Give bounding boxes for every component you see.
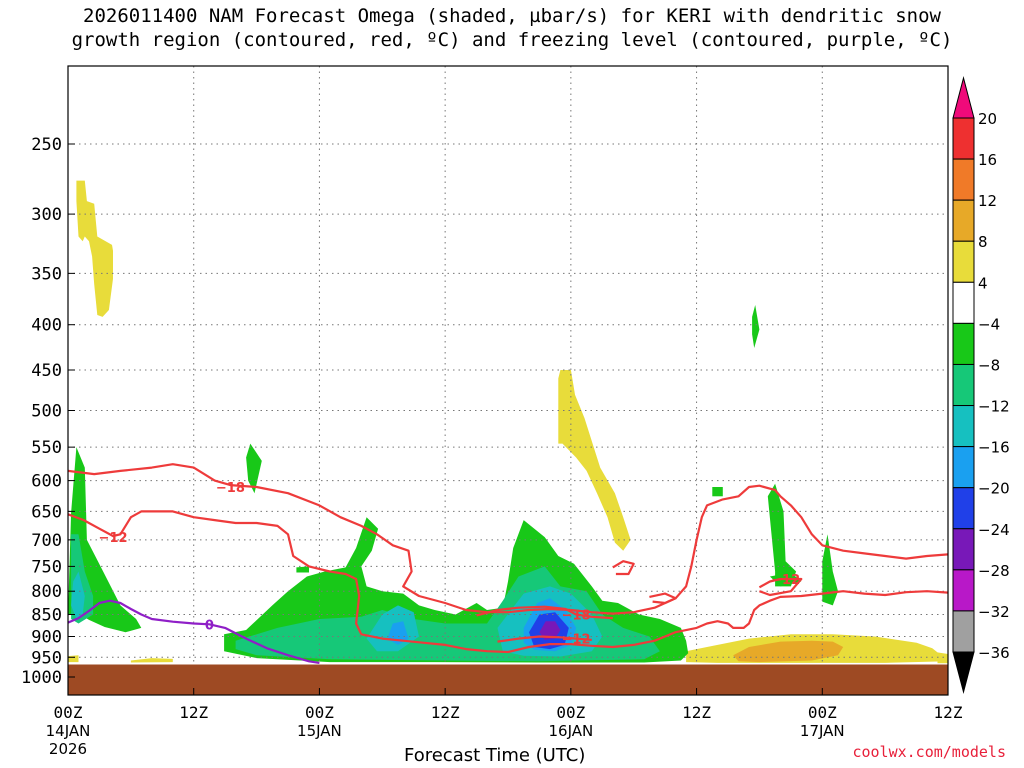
chart-title: 2026011400 NAM Forecast Omega (shaded, µ… bbox=[0, 4, 1024, 52]
omega-region-6 bbox=[937, 658, 948, 664]
x-tick-label: 12Z bbox=[431, 703, 460, 722]
colorbar-label: 16 bbox=[978, 151, 997, 169]
colorbar-box bbox=[952, 528, 975, 571]
colorbar-label: −4 bbox=[978, 315, 1000, 333]
omega-region-23 bbox=[296, 566, 309, 573]
y-tick-label: 250 bbox=[31, 135, 62, 155]
y-tick-label: 400 bbox=[31, 316, 62, 336]
isotherm-contour-label: −18 bbox=[562, 609, 591, 624]
colorbar-label: −24 bbox=[978, 521, 1010, 539]
ground-surface bbox=[68, 664, 948, 695]
x-tick-date: 16JAN bbox=[548, 722, 593, 740]
isotherm-contour-3 bbox=[497, 635, 592, 643]
colorbar-box bbox=[952, 610, 975, 653]
freezing-level-contour-label: 0 bbox=[205, 618, 214, 633]
isotherm-contour-4 bbox=[758, 577, 803, 597]
x-tick-date: 15JAN bbox=[297, 722, 342, 740]
x-tick-label: 12Z bbox=[934, 703, 963, 722]
colorbar: 20 16 12 8 4 −4 −8 −12 −16 −20 −24 −28 −32 −36 bbox=[952, 76, 1010, 694]
y-tick-label: 300 bbox=[31, 205, 62, 225]
omega-region-4 bbox=[130, 658, 173, 663]
isotherm-contour-0 bbox=[68, 463, 948, 615]
omega-region-22 bbox=[712, 487, 723, 497]
y-tick-label: 850 bbox=[31, 606, 62, 626]
colorbar-label: 12 bbox=[978, 192, 997, 210]
axis-layer: 2503003504004505005506006507007508008509… bbox=[21, 135, 963, 758]
y-tick-label: 1000 bbox=[21, 668, 62, 688]
contour-layer: −18 −12 −18 −12 −12 0 bbox=[68, 463, 948, 664]
y-tick-label: 900 bbox=[31, 627, 62, 647]
colorbar-box bbox=[952, 240, 975, 283]
x-tick-date: 17JAN bbox=[800, 722, 845, 740]
x-tick-year: 2026 bbox=[49, 740, 87, 758]
y-tick-label: 950 bbox=[31, 648, 62, 668]
isotherm-contour-2 bbox=[476, 605, 613, 620]
isotherm-contour-1 bbox=[68, 510, 948, 654]
colorbar-box bbox=[952, 158, 975, 201]
y-tick-label: 450 bbox=[31, 361, 62, 381]
isotherm-contour-label: −12 bbox=[771, 573, 800, 588]
omega-region-17 bbox=[539, 621, 561, 640]
colorbar-label: −12 bbox=[978, 398, 1010, 416]
x-tick-label: 00Z bbox=[556, 703, 585, 722]
omega-region-1 bbox=[558, 370, 631, 551]
colorbar-box bbox=[952, 281, 975, 324]
colorbar-box bbox=[952, 446, 975, 489]
x-tick-label: 12Z bbox=[179, 703, 208, 722]
y-tick-label: 550 bbox=[31, 438, 62, 458]
chart-title-line-2: growth region (contoured, red, ºC) and f… bbox=[71, 29, 953, 51]
colorbar-label: −16 bbox=[978, 439, 1010, 457]
isotherm-contour-label: −18 bbox=[216, 481, 245, 496]
y-tick-label: 600 bbox=[31, 472, 62, 492]
isotherm-contour-5 bbox=[612, 560, 635, 576]
colorbar-label: −32 bbox=[978, 603, 1010, 621]
plot-border bbox=[67, 65, 949, 696]
site-credit: coolwx.com/models bbox=[852, 743, 1006, 761]
ground-layer bbox=[68, 664, 948, 695]
colorbar-top-arrow bbox=[952, 76, 975, 119]
x-tick-label: 12Z bbox=[682, 703, 711, 722]
y-tick-label: 750 bbox=[31, 557, 62, 577]
y-tick-label: 650 bbox=[31, 502, 62, 522]
colorbar-box bbox=[952, 487, 975, 530]
isotherm-contour-6 bbox=[649, 592, 677, 605]
chart-title-line-1: 2026011400 NAM Forecast Omega (shaded, µ… bbox=[83, 5, 941, 27]
colorbar-box bbox=[952, 199, 975, 242]
y-tick-label: 700 bbox=[31, 531, 62, 551]
colorbar-label: −36 bbox=[978, 644, 1010, 662]
x-tick-label: 00Z bbox=[808, 703, 837, 722]
colorbar-label: −28 bbox=[978, 562, 1010, 580]
y-tick-label: 800 bbox=[31, 582, 62, 602]
colorbar-bottom-arrow bbox=[952, 651, 975, 694]
freezing-level-contour-0 bbox=[68, 599, 320, 664]
x-tick-date: 14JAN bbox=[46, 722, 91, 740]
x-tick-label: 00Z bbox=[305, 703, 334, 722]
colorbar-label: −20 bbox=[978, 480, 1010, 498]
x-axis-title: Forecast Time (UTC) bbox=[404, 745, 586, 766]
colorbar-box bbox=[952, 322, 975, 365]
x-tick-label: 00Z bbox=[54, 703, 83, 722]
y-tick-label: 350 bbox=[31, 264, 62, 284]
omega-region-5 bbox=[68, 655, 79, 663]
omega-region-11 bbox=[71, 571, 85, 619]
colorbar-box bbox=[952, 117, 975, 160]
omega-region-0 bbox=[76, 180, 113, 317]
omega-region-19 bbox=[752, 305, 760, 348]
omega-region-20 bbox=[767, 483, 797, 587]
grid-layer bbox=[68, 66, 948, 695]
omega-region-21 bbox=[822, 534, 838, 606]
isotherm-contour-label: −12 bbox=[99, 531, 128, 546]
y-tick-label: 500 bbox=[31, 402, 62, 422]
colorbar-label: −8 bbox=[978, 356, 1000, 374]
colorbar-label: 4 bbox=[978, 274, 988, 292]
colorbar-box bbox=[952, 363, 975, 407]
colorbar-label: 20 bbox=[978, 110, 997, 128]
colorbar-label: 8 bbox=[978, 233, 988, 251]
isotherm-contour-label: −12 bbox=[562, 633, 591, 648]
omega-region-3 bbox=[733, 640, 844, 663]
colorbar-box bbox=[952, 405, 975, 448]
colorbar-box bbox=[952, 569, 975, 612]
